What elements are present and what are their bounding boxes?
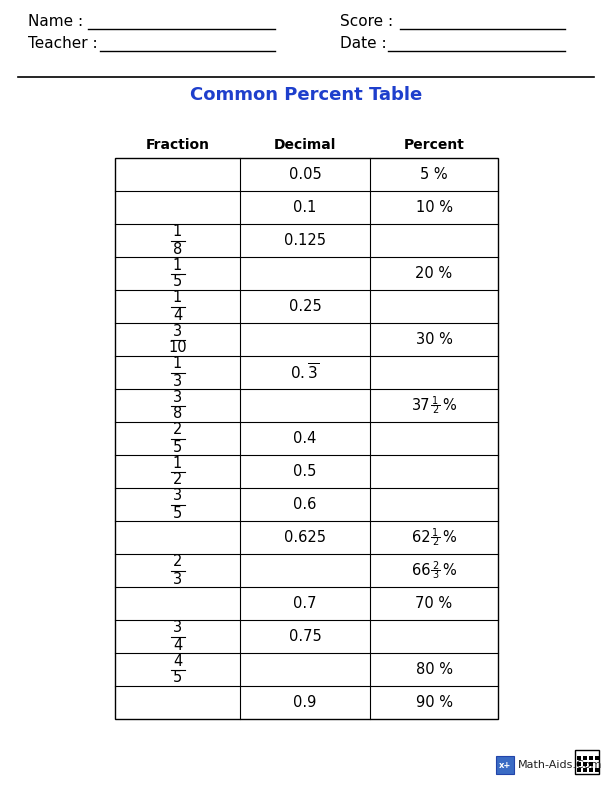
Bar: [577, 756, 581, 760]
Text: 2: 2: [432, 561, 439, 571]
Text: 4: 4: [173, 653, 182, 668]
Text: 5 %: 5 %: [420, 167, 448, 182]
Text: 3: 3: [173, 572, 182, 587]
Text: 0.625: 0.625: [284, 530, 326, 545]
Text: 2: 2: [432, 405, 439, 415]
Text: Decimal: Decimal: [274, 138, 336, 152]
Text: 10: 10: [168, 341, 187, 356]
Text: 1: 1: [433, 396, 439, 406]
Text: 1: 1: [173, 257, 182, 272]
Text: 3: 3: [173, 323, 182, 338]
Text: 0.125: 0.125: [284, 233, 326, 248]
Text: 5: 5: [173, 275, 182, 290]
Text: 70 %: 70 %: [416, 596, 452, 611]
Bar: [589, 756, 593, 760]
Bar: [575, 750, 599, 774]
Text: 0.9: 0.9: [293, 695, 316, 710]
Text: 5: 5: [173, 505, 182, 520]
Text: Score :: Score :: [340, 14, 393, 29]
Text: 2: 2: [173, 422, 182, 437]
Text: 8: 8: [173, 242, 182, 257]
Text: $0.\overline{3}$: $0.\overline{3}$: [290, 363, 319, 383]
Text: 62: 62: [412, 530, 431, 545]
Bar: [583, 762, 587, 766]
Text: Math-Aids.Com: Math-Aids.Com: [518, 760, 602, 770]
Text: 80 %: 80 %: [416, 662, 452, 677]
Text: 5: 5: [173, 671, 182, 686]
Text: 1: 1: [433, 528, 439, 538]
Text: 4: 4: [173, 307, 182, 322]
Bar: [589, 762, 593, 766]
Text: Teacher :: Teacher :: [28, 36, 98, 51]
Bar: [115, 158, 498, 719]
Text: 3: 3: [173, 620, 182, 635]
Text: 10 %: 10 %: [416, 200, 452, 215]
Text: 3: 3: [173, 374, 182, 389]
Text: 3: 3: [173, 390, 182, 405]
Text: 8: 8: [173, 406, 182, 421]
Text: 5: 5: [173, 440, 182, 455]
Text: 20 %: 20 %: [416, 266, 452, 281]
Text: 1: 1: [173, 224, 182, 239]
Text: 0.05: 0.05: [289, 167, 321, 182]
Text: 3: 3: [173, 489, 182, 504]
Text: %: %: [442, 530, 457, 545]
Text: Name :: Name :: [28, 14, 83, 29]
Text: 30 %: 30 %: [416, 332, 452, 347]
Text: 37: 37: [412, 398, 431, 413]
Bar: [577, 768, 581, 772]
Text: %: %: [442, 398, 457, 413]
Text: 0.7: 0.7: [293, 596, 317, 611]
Text: 1: 1: [173, 356, 182, 371]
Bar: [583, 756, 587, 760]
Text: Fraction: Fraction: [146, 138, 209, 152]
Text: 90 %: 90 %: [416, 695, 452, 710]
Bar: [577, 762, 581, 766]
Text: 1: 1: [173, 291, 182, 306]
Text: 2: 2: [173, 473, 182, 488]
Text: Percent: Percent: [403, 138, 465, 152]
Text: x+: x+: [499, 760, 511, 770]
Text: 0.5: 0.5: [293, 464, 316, 479]
Text: 3: 3: [433, 570, 439, 580]
Text: 2: 2: [173, 554, 182, 569]
Text: 0.6: 0.6: [293, 497, 316, 512]
Bar: [595, 756, 599, 760]
Text: 0.4: 0.4: [293, 431, 316, 446]
Text: 0.25: 0.25: [289, 299, 321, 314]
Bar: [589, 768, 593, 772]
Bar: [496, 756, 514, 774]
Bar: [583, 768, 587, 772]
Text: 0.1: 0.1: [293, 200, 316, 215]
Text: 66: 66: [412, 563, 431, 578]
Text: 4: 4: [173, 638, 182, 653]
Bar: [595, 768, 599, 772]
Text: 1: 1: [173, 455, 182, 470]
Text: Common Percent Table: Common Percent Table: [190, 86, 422, 104]
Text: 2: 2: [432, 537, 439, 547]
Text: %: %: [442, 563, 457, 578]
Text: Date :: Date :: [340, 36, 387, 51]
Text: 0.75: 0.75: [289, 629, 321, 644]
